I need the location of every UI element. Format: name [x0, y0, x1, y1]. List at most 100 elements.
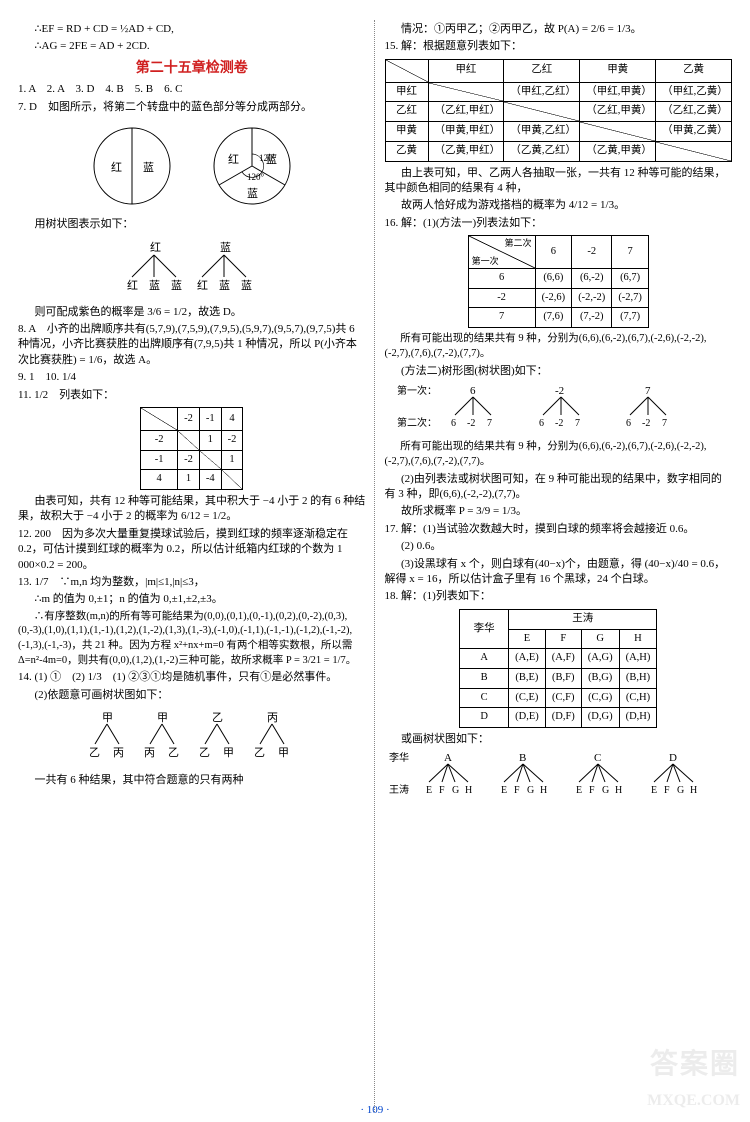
svg-text:H: H — [615, 785, 622, 796]
tree-16: 第一次： 第二次： 6 -2 7 6 -2 7 6 -2 7 6 -2 7 — [395, 382, 733, 437]
svg-text:6: 6 — [470, 385, 476, 397]
svg-text:G: G — [452, 785, 459, 796]
svg-text:C: C — [594, 752, 601, 764]
svg-text:蓝: 蓝 — [219, 279, 230, 292]
svg-text:H: H — [540, 785, 547, 796]
svg-text:E: E — [576, 785, 582, 796]
svg-text:F: F — [664, 785, 670, 796]
svg-text:红: 红 — [197, 279, 208, 292]
svg-text:G: G — [602, 785, 609, 796]
q17b-text: (2) 0.6。 — [385, 539, 733, 554]
left-column: ∴EF = RD + CD = ½AD + CD, ∴AG = 2FE = AD… — [18, 20, 366, 1112]
svg-text:H: H — [465, 785, 472, 796]
q13b-text: ∴m 的值为 0,±1；n 的值为 0,±1,±2,±3。 — [18, 592, 366, 607]
pie-2: 120° 120° 红 蓝 蓝 — [207, 121, 297, 211]
svg-text:红: 红 — [228, 153, 239, 166]
tree-result: 则可配成紫色的概率是 3/6 = 1/2，故选 D。 — [18, 305, 366, 320]
svg-text:7: 7 — [487, 418, 492, 429]
svg-text:6: 6 — [539, 418, 544, 429]
svg-text:甲: 甲 — [157, 712, 168, 724]
svg-text:120°: 120° — [247, 172, 265, 182]
svg-text:7: 7 — [662, 418, 667, 429]
svg-text:蓝: 蓝 — [247, 187, 258, 200]
answers-1-6: 1. A 2. A 3. D 4. B 5. B 6. C — [18, 82, 366, 97]
svg-text:B: B — [519, 752, 526, 764]
svg-text:乙: 乙 — [254, 746, 265, 759]
q16b-text: 所有可能出现的结果共有 9 种，分别为(6,6),(6,-2),(6,7),(-… — [385, 332, 733, 361]
svg-text:第二次：: 第二次： — [397, 416, 437, 429]
svg-text:6: 6 — [626, 418, 631, 429]
svg-text:蓝: 蓝 — [266, 153, 277, 166]
svg-text:E: E — [501, 785, 507, 796]
q13c-text: ∴有序整数(m,n)的所有等可能结果为(0,0),(0,1),(0,-1),(0… — [18, 610, 366, 669]
right-column: 情况：①丙甲乙；②丙甲乙，故 P(A) = 2/6 = 1/3。 15. 解：根… — [374, 20, 733, 1112]
svg-text:丙: 丙 — [113, 747, 124, 759]
tree-14: 甲 甲 乙 丙 乙 丙 丙 乙 乙 甲 乙 甲 — [18, 709, 366, 767]
watermark-1: 答案圈 — [650, 1042, 740, 1082]
svg-text:G: G — [527, 785, 534, 796]
svg-text:乙: 乙 — [212, 711, 223, 724]
watermark-2: MXQE.COM — [647, 1092, 740, 1110]
equation-1: ∴EF = RD + CD = ½AD + CD, — [18, 22, 366, 37]
svg-text:F: F — [514, 785, 520, 796]
svg-text:F: F — [589, 785, 595, 796]
q11-explain: 由表可知，共有 12 种等可能结果，其中积大于 −4 小于 2 的有 6 种结果… — [18, 494, 366, 525]
svg-text:蓝: 蓝 — [220, 241, 231, 254]
q7-text: 7. D 如图所示，将第二个转盘中的蓝色部分等分成两部分。 — [18, 100, 366, 115]
q16e-text: (2)由列表法或树状图可知，在 9 种可能出现的结果中，数字相同的有 3 种，即… — [385, 472, 733, 503]
tree-18: 李华 王涛 A B C D EFGH EFGH EFGH EFGH — [389, 749, 733, 804]
svg-text:乙: 乙 — [199, 746, 210, 759]
svg-text:蓝: 蓝 — [143, 161, 154, 174]
svg-text:E: E — [426, 785, 432, 796]
svg-text:丙: 丙 — [267, 712, 278, 724]
q18-text: 18. 解：(1)列表如下： — [385, 589, 733, 604]
svg-text:甲: 甲 — [223, 747, 234, 759]
q12-text: 12. 200 因为多次大量重复摸球试验后，摸到红球的频率逐渐稳定在 0.2，可… — [18, 527, 366, 573]
q17c-text: (3)设黑球有 x 个，则白球有(40−x)个，由题意，得 (40−x)/40 … — [385, 557, 733, 588]
q15-text: 15. 解：根据题意列表如下： — [385, 39, 733, 54]
svg-text:蓝: 蓝 — [171, 279, 182, 292]
svg-text:7: 7 — [575, 418, 580, 429]
svg-text:D: D — [669, 752, 677, 764]
q15b-text: 由上表可知，甲、乙两人各抽取一张，一共有 12 种等可能的结果，其中颜色相同的结… — [385, 166, 733, 197]
svg-text:6: 6 — [451, 418, 456, 429]
q13-text: 13. 1/7 ∵m,n 均为整数，|m|≤1,|n|≤3， — [18, 575, 366, 590]
q14-cont: 情况：①丙甲乙；②丙甲乙，故 P(A) = 2/6 = 1/3。 — [385, 22, 733, 37]
q14c-text: 一共有 6 种结果，其中符合题意的只有两种 — [18, 773, 366, 788]
q11-text: 11. 1/2 列表如下： — [18, 388, 366, 403]
chapter-title: 第二十五章检测卷 — [18, 59, 366, 79]
svg-text:蓝: 蓝 — [149, 279, 160, 292]
svg-text:A: A — [444, 752, 452, 764]
svg-text:红: 红 — [127, 279, 138, 292]
svg-text:甲: 甲 — [102, 712, 113, 724]
svg-text:E: E — [651, 785, 657, 796]
svg-text:第一次：: 第一次： — [397, 384, 437, 397]
table-16: 第二次 第一次 6 -2 7 6(6,6)(6,-2)(6,7) -2(-2,6… — [468, 235, 649, 328]
q16d-text: 所有可能出现的结果共有 9 种，分别为(6,6),(6,-2),(6,7),(-… — [385, 440, 733, 469]
tree-7: 红 蓝 红 蓝 蓝 红 蓝 蓝 — [18, 239, 366, 299]
q17-text: 17. 解：(1)当试验次数越大时，摸到白球的频率将会越接近 0.6。 — [385, 522, 733, 537]
table-11: -2-14 -21-2 -1-21 41-4 — [140, 407, 243, 490]
table-18: 李华 王涛 E F G H A(A,E)(A,F)(A,G)(A,H) B(B,… — [459, 609, 657, 728]
svg-text:-2: -2 — [555, 385, 564, 397]
equation-2: ∴AG = 2FE = AD + 2CD. — [18, 39, 366, 54]
svg-text:乙: 乙 — [168, 746, 179, 759]
q16-text: 16. 解：(1)(方法一)列表法如下： — [385, 216, 733, 231]
svg-text:王涛: 王涛 — [389, 783, 409, 796]
pie-diagrams: 红 蓝 120° 120° 红 蓝 蓝 — [18, 121, 366, 211]
svg-text:-2: -2 — [467, 418, 475, 429]
page-number: · 109 · — [0, 1104, 750, 1116]
q16c-text: (方法二)树形图(树状图)如下： — [385, 364, 733, 379]
svg-text:-2: -2 — [642, 418, 650, 429]
q16f-text: 故所求概率 P = 3/9 = 1/3。 — [385, 504, 733, 519]
tree-caption: 用树状图表示如下： — [18, 217, 366, 232]
q8-text: 8. A 小齐的出牌顺序共有(5,7,9),(7,5,9),(7,9,5),(5… — [18, 322, 366, 368]
svg-text:G: G — [677, 785, 684, 796]
svg-text:红: 红 — [150, 241, 161, 254]
svg-text:蓝: 蓝 — [241, 279, 252, 292]
table-15: 甲红 乙红 甲黄 乙黄 甲红（甲红,乙红）（甲红,甲黄）（甲红,乙黄） 乙红（乙… — [385, 59, 733, 162]
svg-text:F: F — [439, 785, 445, 796]
q18b-text: 或画树状图如下： — [385, 732, 733, 747]
svg-text:红: 红 — [111, 161, 122, 174]
svg-text:-2: -2 — [555, 418, 563, 429]
